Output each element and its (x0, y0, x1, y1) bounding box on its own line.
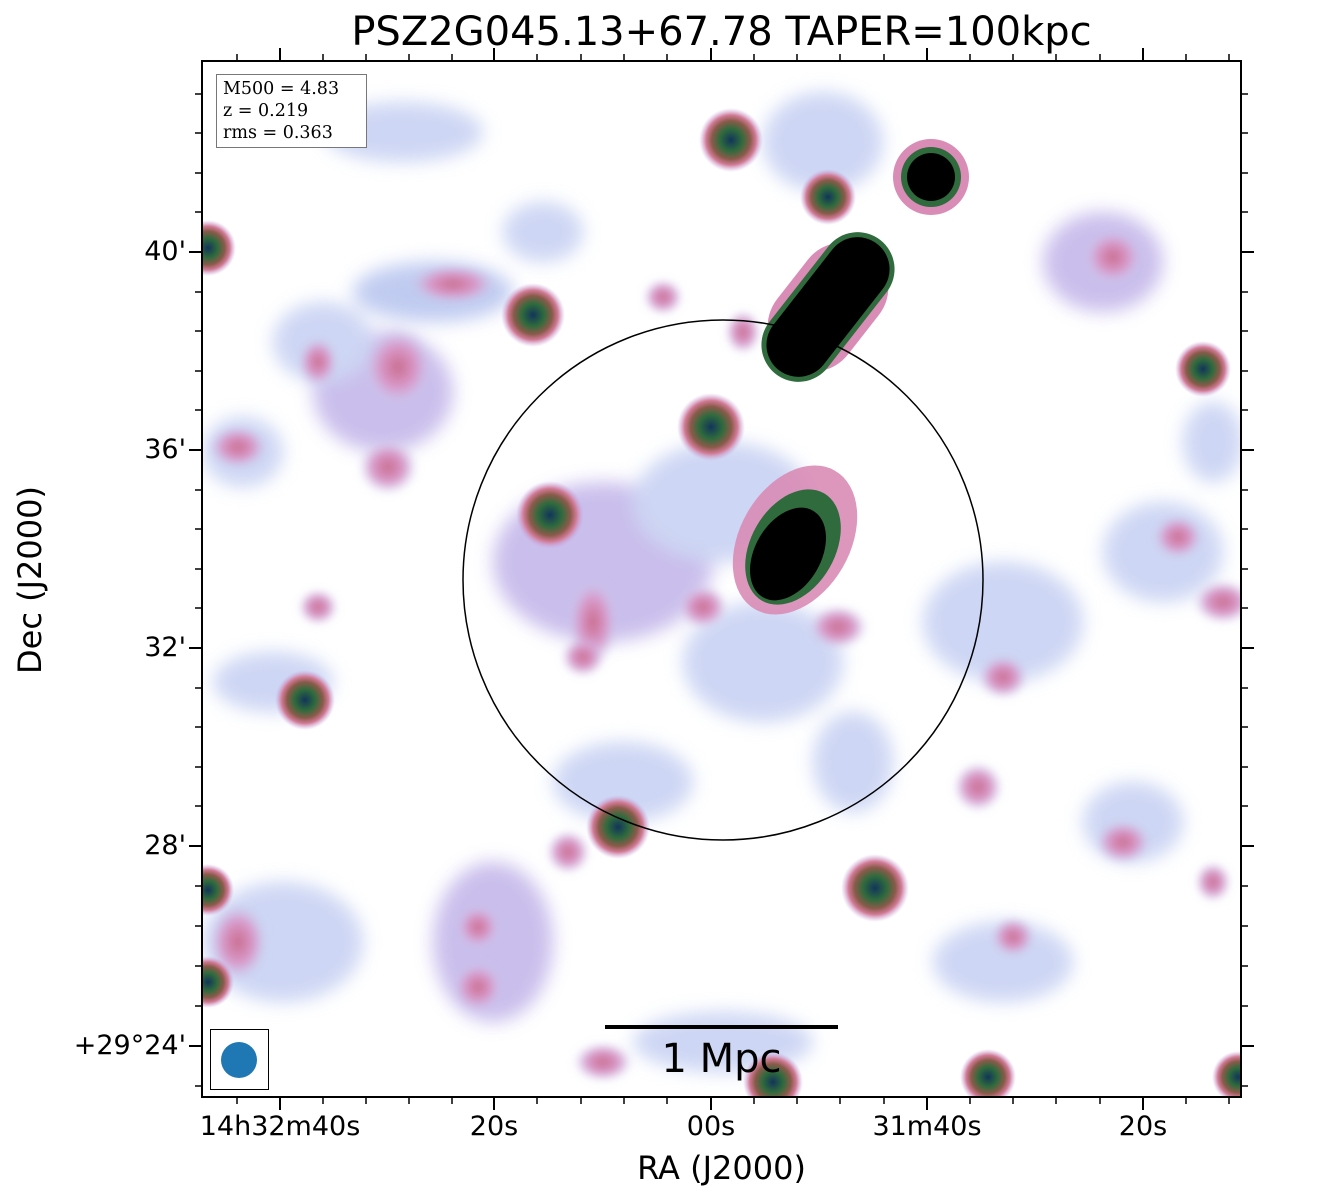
y-tick-label: 40' (144, 236, 186, 267)
x-tick-label: 00s (686, 1111, 736, 1142)
x-tick-label: 20s (469, 1111, 519, 1142)
radio-intensity-map (203, 92, 1240, 1096)
y-tick-label: 36' (144, 434, 186, 465)
saturated-sources (732, 139, 969, 615)
info-mass: M500 = 4.83 (223, 79, 340, 99)
x-tick-label: 14h32m40s (199, 1111, 361, 1142)
y-axis-title: Dec (J2000) (11, 486, 49, 674)
cluster-info-box: M500 = 4.83 z = 0.219 rms = 0.363 (216, 74, 367, 148)
y-tick-label: +29°24' (73, 1030, 186, 1061)
scale-bar-label: 1 Mpc (661, 1036, 782, 1082)
info-rms: rms = 0.363 (223, 123, 333, 143)
plot-title: PSZ2G045.13+67.78 TAPER=100kpc (351, 9, 1092, 55)
y-tick-label: 32' (144, 632, 186, 663)
x-tick-label: 20s (1118, 1111, 1168, 1142)
y-tick-label: 28' (144, 830, 186, 861)
extended-emission (208, 229, 1240, 1082)
beam-ellipse (221, 1042, 257, 1078)
info-redshift: z = 0.219 (223, 101, 309, 121)
scale-bar (605, 1025, 838, 1029)
compact-sources (203, 108, 1240, 1096)
beam-indicator (210, 1029, 269, 1090)
radio-map-panel (201, 60, 1242, 1098)
x-tick-label: 31m40s (872, 1111, 982, 1142)
r500-circle (462, 319, 984, 841)
x-axis-title: RA (J2000) (637, 1149, 806, 1187)
diffuse-emission (203, 92, 1240, 1072)
